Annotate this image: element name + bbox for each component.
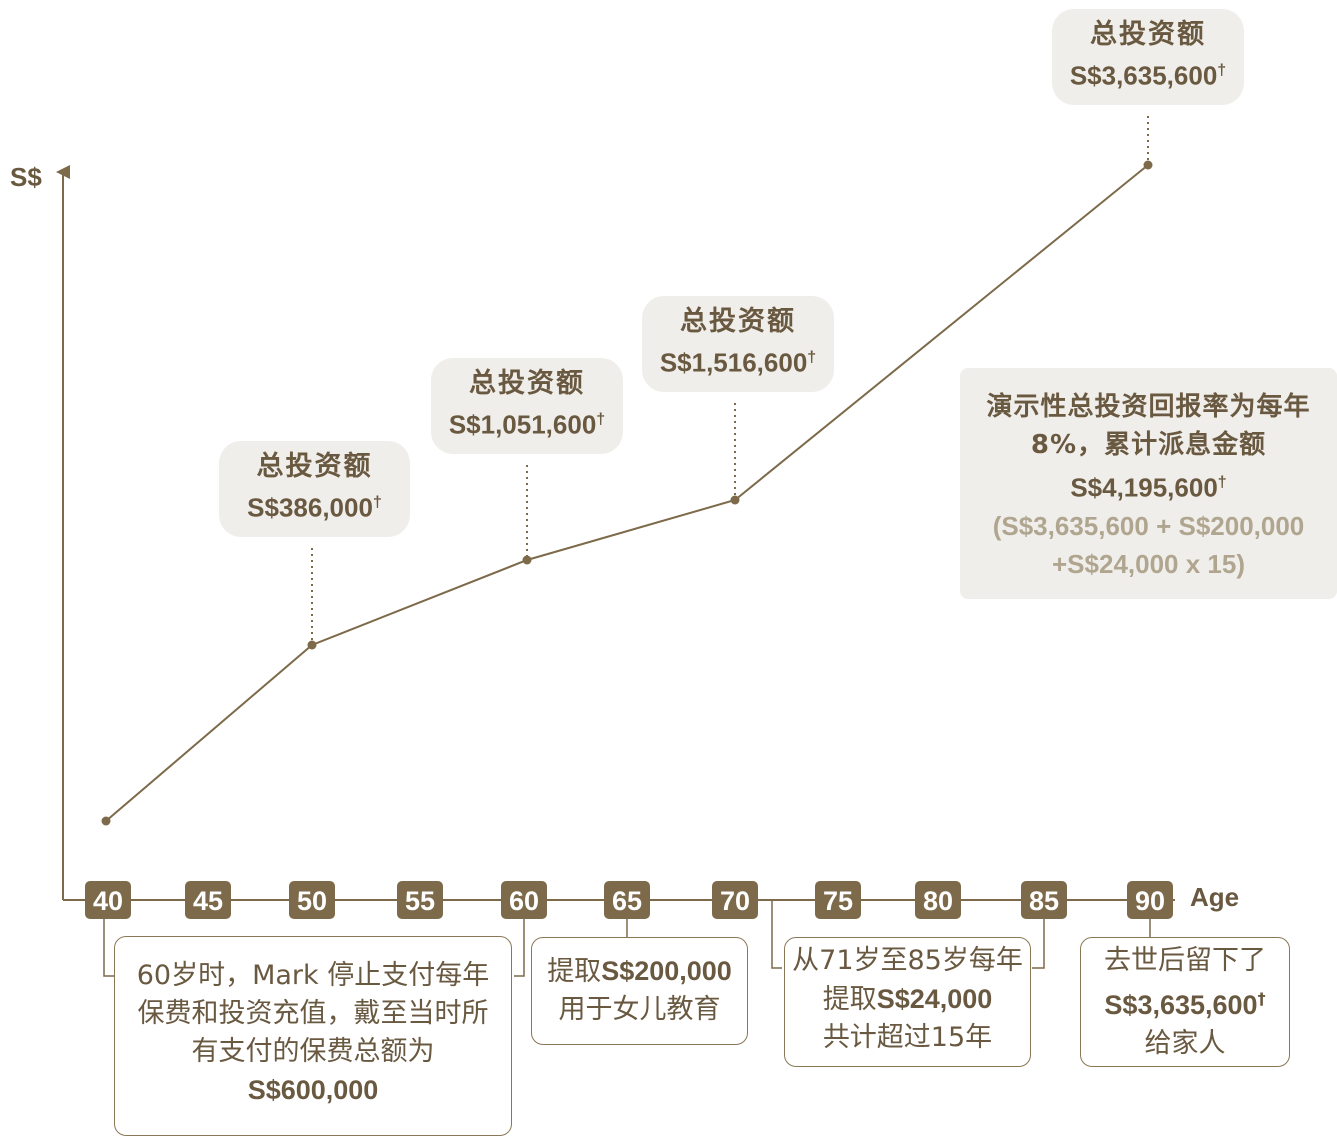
svg-text:55: 55 xyxy=(405,886,435,916)
dotted-leaders xyxy=(311,116,1149,645)
note-legacy: 去世后留下了 S$3,635,600† 给家人 xyxy=(1080,937,1290,1067)
tick-label-70: 70 xyxy=(712,881,758,919)
summary-breakdown: (S$3,635,600 + S$200,000 +S$24,000 x 15) xyxy=(992,510,1305,579)
note-text: 去世后留下了 xyxy=(1104,945,1266,976)
note-amount: S$24,000 xyxy=(876,984,993,1014)
summary-amount: S$4,195,600† xyxy=(1070,472,1227,503)
note-yearly-withdrawal: 从71岁至85岁每年提取S$24,000 共计超过15年 xyxy=(784,937,1031,1067)
svg-text:90: 90 xyxy=(1135,886,1165,916)
data-point-age-60 xyxy=(522,555,532,565)
callout-age-50: 总投资额 S$386,000† xyxy=(219,441,410,537)
svg-text:65: 65 xyxy=(612,886,642,916)
callout-age-60: 总投资额 S$1,051,600† xyxy=(431,358,623,454)
tick-label-75: 75 xyxy=(815,881,861,919)
tick-label-90: 90 xyxy=(1127,881,1173,919)
svg-text:75: 75 xyxy=(823,886,853,916)
tick-label-65: 65 xyxy=(604,881,650,919)
tick-label-60: 60 xyxy=(501,881,547,919)
tick-label-45: 45 xyxy=(185,881,231,919)
callout-title: 总投资额 xyxy=(680,306,796,337)
summary-text: 演示性总投资回报率为每年8%，累计派息金额 xyxy=(986,392,1311,460)
y-axis-label: S$ xyxy=(10,162,42,192)
callout-title: 总投资额 xyxy=(469,368,585,399)
connector-60 xyxy=(514,915,525,977)
svg-text:50: 50 xyxy=(297,886,327,916)
note-text-2: 共计超过15年 xyxy=(822,1022,993,1053)
tick-label-85: 85 xyxy=(1021,881,1067,919)
callout-age-70: 总投资额 S$1,516,600† xyxy=(642,296,834,392)
data-point-age-70 xyxy=(730,495,740,505)
note-text: 60岁时，Mark 停止支付每年保费和投资充值，戴至当时所有支付的保费总额为 xyxy=(136,960,490,1067)
tick-label-55: 55 xyxy=(397,881,443,919)
tick-label-50: 50 xyxy=(289,881,335,919)
callout-amount: S$1,051,600† xyxy=(448,409,606,440)
data-point-age-90 xyxy=(1143,160,1153,170)
callout-amount: S$3,635,600† xyxy=(1069,60,1227,91)
return-summary-box: 演示性总投资回报率为每年8%，累计派息金额 S$4,195,600† (S$3,… xyxy=(960,368,1337,599)
connector-70 xyxy=(771,900,782,969)
data-point-age-40 xyxy=(101,816,111,826)
note-text-2: 用于女儿教育 xyxy=(558,994,721,1025)
tick-label-40: 40 xyxy=(85,881,131,919)
connector-85 xyxy=(1032,915,1045,969)
series-points xyxy=(101,160,1153,826)
note-connectors xyxy=(103,900,1151,977)
callout-amount: S$386,000† xyxy=(247,492,382,523)
note-amount: S$200,000 xyxy=(601,956,732,986)
callout-amount: S$1,516,600† xyxy=(659,347,817,378)
svg-text:60: 60 xyxy=(509,886,539,916)
callout-title: 总投资额 xyxy=(1090,19,1206,50)
note-amount: S$600,000 xyxy=(247,1075,379,1105)
connector-40 xyxy=(103,915,114,977)
svg-text:85: 85 xyxy=(1029,886,1059,916)
svg-text:45: 45 xyxy=(193,886,223,916)
tick-label-80: 80 xyxy=(915,881,961,919)
svg-text:80: 80 xyxy=(923,886,953,916)
note-text: 从71岁至85岁每年提取 xyxy=(792,945,1023,1015)
note-stop-premium: 60岁时，Mark 停止支付每年保费和投资充值，戴至当时所有支付的保费总额为 S… xyxy=(114,936,512,1136)
note-text-2: 给家人 xyxy=(1144,1028,1226,1059)
note-amount: S$3,635,600 xyxy=(1104,990,1258,1020)
x-tick-labels: 40 45 50 55 60 65 70 75 80 85 90 xyxy=(85,881,1173,919)
callout-age-90: 总投资额 S$3,635,600† xyxy=(1052,9,1244,105)
x-axis-label: Age xyxy=(1190,882,1240,912)
note-education-withdrawal: 提取S$200,000 用于女儿教育 xyxy=(531,937,748,1045)
data-point-age-50 xyxy=(307,640,317,650)
note-text: 提取 xyxy=(547,956,602,987)
note-mark: † xyxy=(1257,989,1266,1008)
svg-text:40: 40 xyxy=(93,886,123,916)
callout-title: 总投资额 xyxy=(256,451,373,482)
svg-text:70: 70 xyxy=(720,886,750,916)
